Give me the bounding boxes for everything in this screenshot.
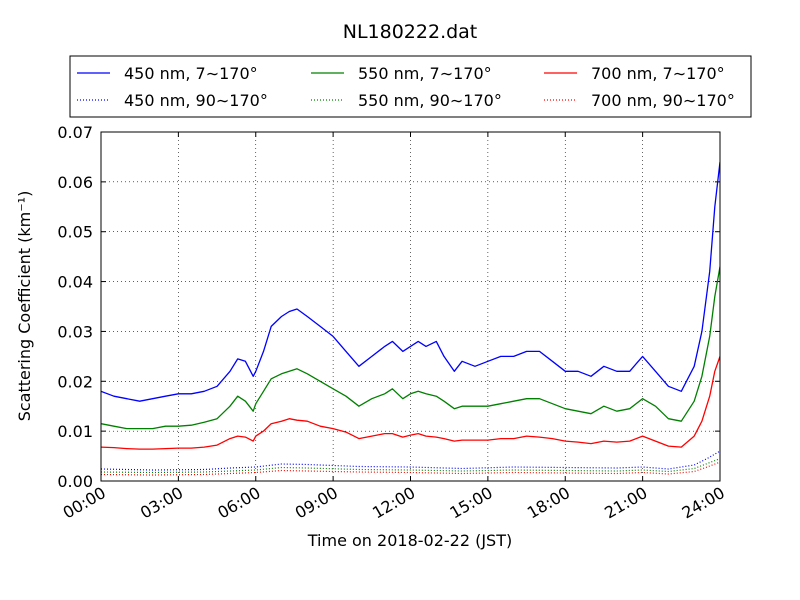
y-tick-label: 0.03 — [57, 322, 93, 341]
x-tick-label: 15:00 — [446, 483, 495, 523]
legend-label: 700 nm, 90∼170° — [591, 91, 735, 110]
x-tick-label: 18:00 — [524, 483, 573, 523]
plot-frame — [100, 131, 721, 482]
x-tick-label: 09:00 — [292, 483, 341, 523]
series-group — [101, 161, 720, 476]
legend: 450 nm, 7∼170° 450 nm, 90∼170° 550 nm, 7∼1… — [77, 64, 735, 110]
y-tick-label: 0.02 — [57, 372, 93, 391]
y-tick-label: 0.07 — [57, 123, 93, 142]
y-axis-label: Scattering Coefficient (km⁻¹) — [15, 191, 34, 422]
series-line — [101, 356, 720, 450]
legend-label: 700 nm, 7∼170° — [591, 64, 725, 83]
x-tick-label: 03:00 — [137, 483, 186, 523]
x-tick-label: 21:00 — [601, 483, 650, 523]
x-axis-label: Time on 2018-02-22 (JST) — [307, 531, 512, 550]
y-tick-label: 0.04 — [57, 273, 93, 292]
series-line — [101, 161, 720, 402]
legend-label: 450 nm, 7∼170° — [124, 64, 258, 83]
y-tick-label: 0.01 — [57, 422, 93, 441]
y-tick-labels: 0.00 0.01 0.02 0.03 0.04 0.05 0.06 0.07 — [57, 123, 93, 491]
legend-label: 550 nm, 90∼170° — [358, 91, 502, 110]
series-line — [101, 266, 720, 430]
chart-title: NL180222.dat — [343, 21, 478, 43]
x-tick-label: 24:00 — [679, 483, 728, 523]
legend-label: 450 nm, 90∼170° — [124, 91, 268, 110]
x-tick-label: 06:00 — [214, 483, 263, 523]
y-tick-label: 0.00 — [57, 472, 93, 491]
y-tick-label: 0.06 — [57, 173, 93, 192]
legend-label: 550 nm, 7∼170° — [358, 64, 492, 83]
y-tick-label: 0.05 — [57, 223, 93, 242]
grid — [101, 132, 720, 481]
x-tick-label: 12:00 — [369, 483, 418, 523]
x-tick-labels: 00:00 03:00 06:00 09:00 12:00 15:00 18:00 21:00… — [60, 483, 728, 523]
legend-box — [69, 55, 752, 118]
